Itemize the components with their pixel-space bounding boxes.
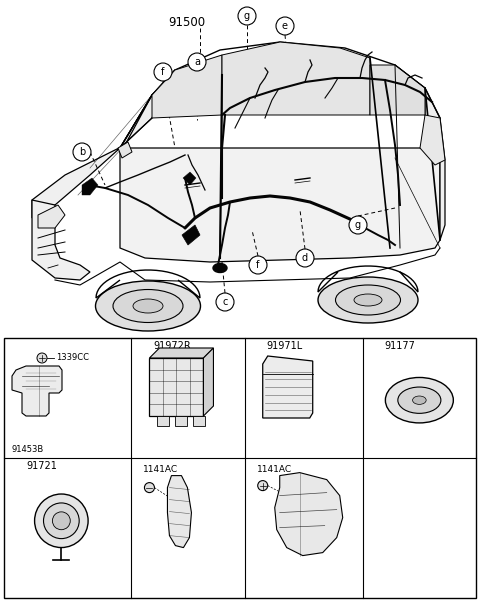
Polygon shape <box>82 178 98 195</box>
Polygon shape <box>38 205 65 228</box>
Text: f: f <box>140 461 143 470</box>
Text: a: a <box>12 341 17 350</box>
Bar <box>193 416 205 426</box>
Ellipse shape <box>113 289 183 323</box>
Ellipse shape <box>398 387 441 413</box>
Text: f: f <box>161 67 165 77</box>
Circle shape <box>238 7 256 25</box>
Text: 91972R: 91972R <box>154 341 191 351</box>
Text: 91721: 91721 <box>26 461 57 470</box>
Polygon shape <box>425 88 445 240</box>
Text: 1141AC: 1141AC <box>144 465 179 474</box>
Text: 91453B: 91453B <box>12 445 44 454</box>
Text: 91177: 91177 <box>385 341 416 351</box>
Polygon shape <box>120 148 440 262</box>
Polygon shape <box>182 225 200 245</box>
Polygon shape <box>32 95 152 218</box>
Polygon shape <box>275 473 343 555</box>
Ellipse shape <box>385 377 453 423</box>
Polygon shape <box>420 115 445 165</box>
Polygon shape <box>370 65 425 115</box>
Circle shape <box>188 53 206 71</box>
Bar <box>157 416 169 426</box>
Ellipse shape <box>133 299 163 313</box>
Text: b: b <box>139 341 144 350</box>
Bar <box>176 416 187 426</box>
Text: 91500: 91500 <box>168 16 205 28</box>
Text: a: a <box>194 57 200 67</box>
Polygon shape <box>222 42 370 115</box>
Polygon shape <box>120 70 175 148</box>
Circle shape <box>73 143 91 161</box>
Circle shape <box>249 256 267 274</box>
Ellipse shape <box>96 281 201 331</box>
Text: 1141AC: 1141AC <box>257 465 292 474</box>
Circle shape <box>134 339 148 353</box>
Bar <box>4 338 476 598</box>
Text: g: g <box>252 461 257 470</box>
Circle shape <box>7 459 21 473</box>
Polygon shape <box>152 55 222 118</box>
Text: g: g <box>244 11 250 21</box>
Ellipse shape <box>413 396 426 405</box>
Polygon shape <box>32 200 90 280</box>
Ellipse shape <box>213 264 227 273</box>
Text: f: f <box>256 260 260 270</box>
Polygon shape <box>204 348 214 416</box>
Circle shape <box>258 481 268 491</box>
Text: e: e <box>12 461 17 470</box>
Polygon shape <box>149 348 214 358</box>
Text: e: e <box>282 21 288 31</box>
Ellipse shape <box>35 494 88 548</box>
Circle shape <box>144 482 155 493</box>
Text: g: g <box>355 220 361 230</box>
Circle shape <box>248 459 262 473</box>
Circle shape <box>296 249 314 267</box>
Circle shape <box>248 339 262 353</box>
Bar <box>149 358 204 416</box>
Circle shape <box>134 459 148 473</box>
Circle shape <box>366 339 380 353</box>
Circle shape <box>154 63 172 81</box>
Polygon shape <box>118 142 132 158</box>
Ellipse shape <box>44 503 79 538</box>
Ellipse shape <box>318 277 418 323</box>
Circle shape <box>349 216 367 234</box>
Text: b: b <box>79 147 85 157</box>
Ellipse shape <box>52 512 70 529</box>
Text: d: d <box>370 341 375 350</box>
Ellipse shape <box>354 294 382 306</box>
Polygon shape <box>168 476 192 548</box>
Circle shape <box>276 17 294 35</box>
Polygon shape <box>12 366 62 416</box>
Polygon shape <box>263 356 313 418</box>
Text: 91971L: 91971L <box>267 341 303 351</box>
Text: 1339CC: 1339CC <box>56 353 89 362</box>
Text: c: c <box>222 297 228 307</box>
Text: c: c <box>252 341 257 350</box>
Circle shape <box>216 293 234 311</box>
Polygon shape <box>183 172 196 185</box>
Text: d: d <box>302 253 308 263</box>
Circle shape <box>7 339 21 353</box>
Ellipse shape <box>336 285 400 315</box>
Circle shape <box>37 353 47 363</box>
